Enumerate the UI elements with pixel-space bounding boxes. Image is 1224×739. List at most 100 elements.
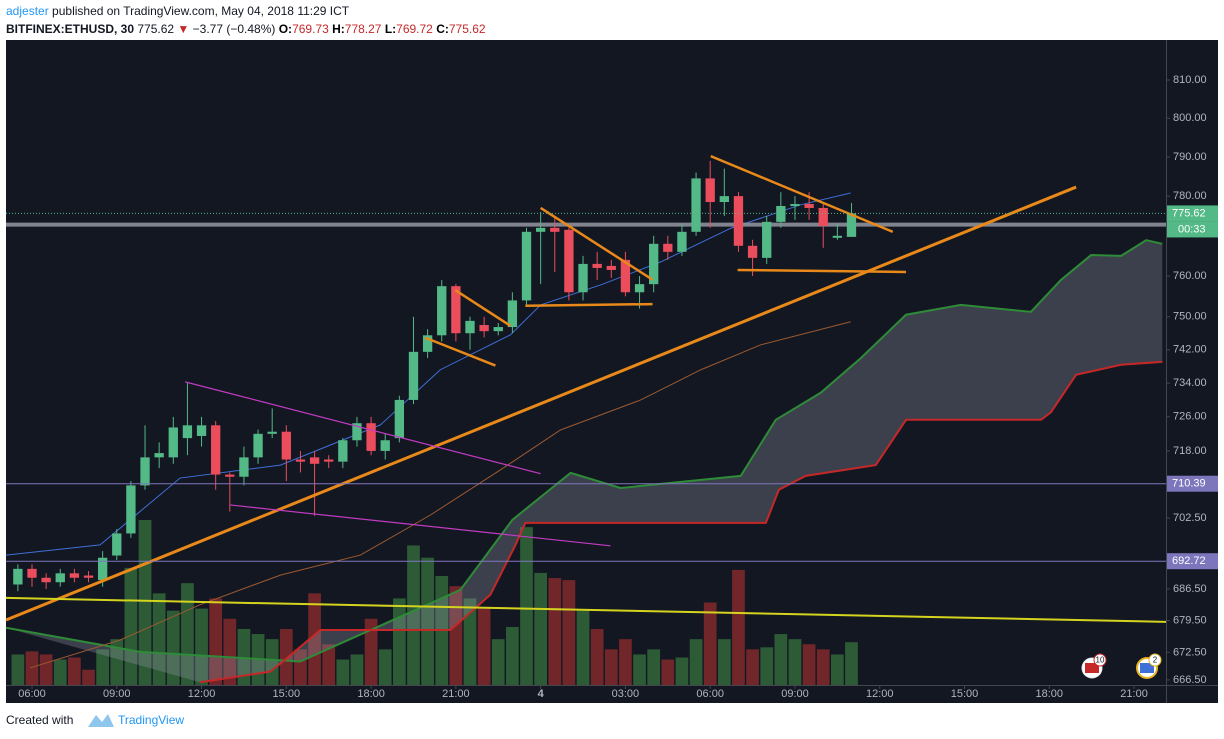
candle-body xyxy=(634,284,645,293)
trend-line xyxy=(6,596,1166,623)
volume-bar xyxy=(604,649,618,685)
candle-body xyxy=(592,263,602,268)
volume-bar xyxy=(25,651,39,685)
y-tick-label: 780.00 xyxy=(1173,190,1207,202)
candle-body xyxy=(719,196,729,203)
y-tick-label: 800.00 xyxy=(1173,112,1207,124)
candle-body xyxy=(550,227,560,232)
candle-body xyxy=(677,231,687,252)
volume-bar xyxy=(506,626,519,685)
candle-body xyxy=(27,568,37,578)
candle-body xyxy=(846,213,857,237)
volume-bar xyxy=(647,649,661,685)
candle-body xyxy=(663,243,673,252)
direction: ▼ xyxy=(177,22,189,36)
volume-bar xyxy=(195,608,208,685)
candle-body xyxy=(83,575,94,578)
y-tick-label: 666.50 xyxy=(1173,674,1207,686)
h-value: 778.27 xyxy=(345,22,382,36)
indicator-line xyxy=(29,321,851,669)
volume-bar xyxy=(816,649,830,685)
volume-bar xyxy=(689,639,703,685)
trend-line xyxy=(230,504,611,547)
candle-body xyxy=(578,263,588,293)
candle-body xyxy=(733,196,744,246)
footer-brand[interactable]: TradingView xyxy=(118,713,184,727)
c-value: 775.62 xyxy=(449,22,486,36)
symbol-line: BITFINEX:ETHUSD, 30 775.62 ▼ −3.77 (−0.4… xyxy=(6,22,486,36)
candle-body xyxy=(620,259,631,293)
candle-body xyxy=(182,425,193,439)
x-tick-label: 06:00 xyxy=(696,688,724,700)
indicator-line xyxy=(6,239,1163,663)
candle-body xyxy=(338,440,348,462)
x-tick-label: 03:00 xyxy=(612,688,640,700)
x-tick-label: 15:00 xyxy=(273,688,301,700)
indicator-line xyxy=(199,360,1163,684)
x-tick-label: 06:00 xyxy=(18,688,46,700)
published: published on TradingView.com, May 04, 20… xyxy=(52,4,350,18)
logo-shape xyxy=(88,714,114,727)
volume-bar xyxy=(39,654,53,685)
badge-count: 2 xyxy=(1153,656,1158,665)
footer-logo[interactable]: TradingView xyxy=(88,713,184,727)
candle-body xyxy=(535,227,546,232)
volume-bar xyxy=(166,610,180,685)
badge-count-bg xyxy=(1093,653,1107,667)
x-tick-label: 09:00 xyxy=(103,688,131,700)
candle-body xyxy=(422,335,433,352)
x-tick-label: 18:00 xyxy=(1036,688,1064,700)
badge-flag xyxy=(1140,663,1154,673)
countdown-bg xyxy=(1167,221,1218,238)
change: −3.77 (−0.48%) xyxy=(193,22,276,36)
candle-body xyxy=(196,425,207,436)
candle-body xyxy=(747,245,758,258)
volume-bar xyxy=(576,610,590,685)
y-tick-label: 672.50 xyxy=(1173,646,1207,658)
candle-body xyxy=(366,423,376,451)
candle-body xyxy=(41,577,51,583)
o-label: O: xyxy=(279,22,292,36)
y-tick-label: 726.00 xyxy=(1173,411,1207,423)
volume-bar xyxy=(124,567,138,685)
candle-body xyxy=(295,459,306,462)
x-tick-label: 09:00 xyxy=(781,688,809,700)
candle-body xyxy=(13,568,23,585)
candle-body xyxy=(239,457,249,477)
volume-bar xyxy=(392,598,406,685)
volume-bar xyxy=(407,545,420,685)
volume-bar xyxy=(53,659,67,685)
badge-flag xyxy=(1085,663,1099,673)
candle-body xyxy=(493,327,503,332)
trend-line xyxy=(185,381,541,475)
candle-body xyxy=(211,425,221,475)
volume-bar xyxy=(336,659,350,685)
badge[interactable]: 2 xyxy=(1136,653,1162,679)
last-price: 775.62 xyxy=(137,22,174,36)
candle-body xyxy=(649,243,659,285)
volume-bar xyxy=(294,649,307,685)
volume-bar xyxy=(477,608,491,685)
price-label: 710.39 xyxy=(1172,478,1206,490)
volume-bar xyxy=(463,598,477,685)
volume-bar xyxy=(845,642,858,685)
x-tick-label: 21:00 xyxy=(1120,688,1148,700)
candle-body xyxy=(352,423,362,441)
volume-bar xyxy=(562,580,576,685)
badge[interactable]: 10 xyxy=(1081,653,1107,679)
indicator-line xyxy=(6,192,851,556)
candle-body xyxy=(140,457,150,486)
candle-body xyxy=(380,440,390,451)
badge-count: 10 xyxy=(1096,656,1105,665)
volume-bar xyxy=(703,602,717,685)
volume-bar xyxy=(265,639,279,685)
candle-body xyxy=(564,229,574,293)
trend-line xyxy=(737,268,907,274)
y-tick-label: 790.00 xyxy=(1173,151,1207,163)
publisher[interactable]: adjester xyxy=(6,4,49,18)
y-tick-label: 686.50 xyxy=(1173,583,1207,595)
candle-body xyxy=(479,324,489,332)
volume-bar xyxy=(534,572,548,685)
